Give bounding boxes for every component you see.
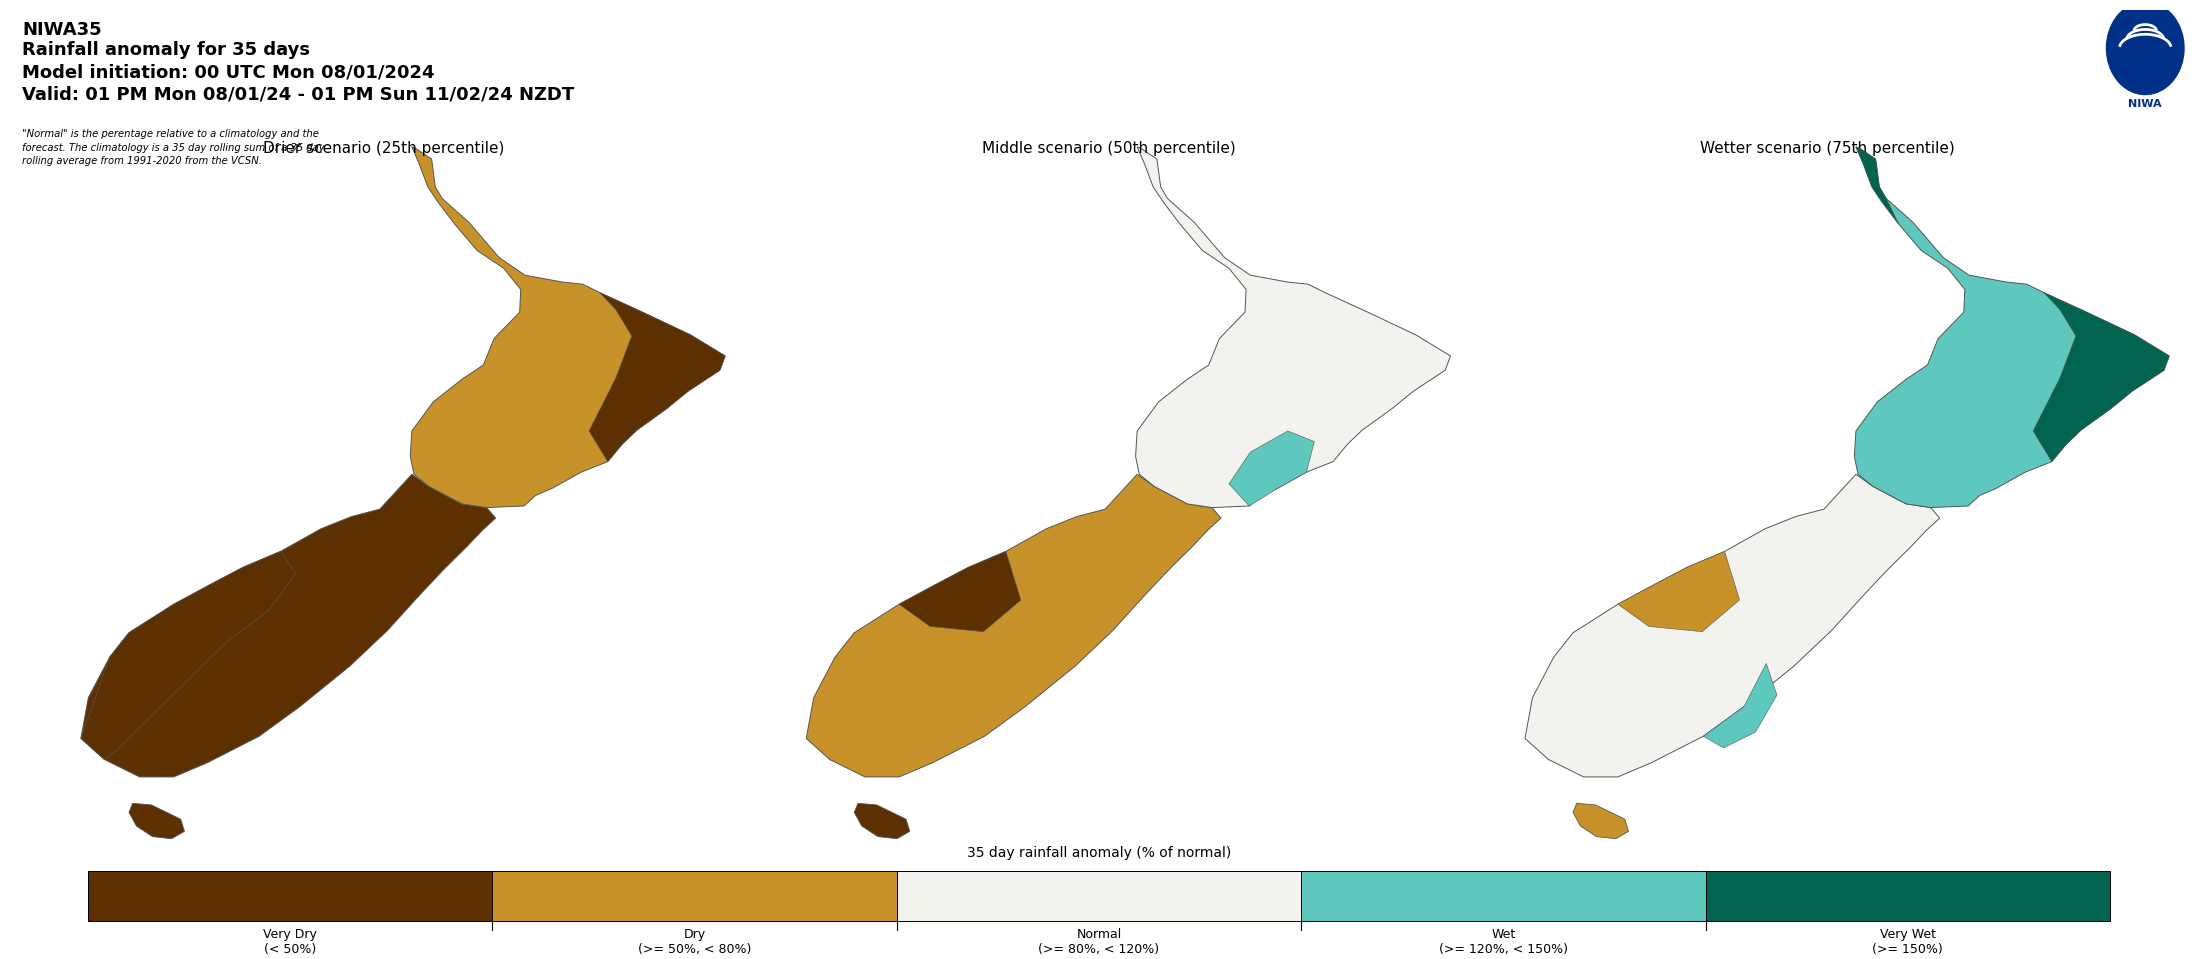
Polygon shape <box>411 147 725 507</box>
Polygon shape <box>807 475 1220 777</box>
Polygon shape <box>1703 664 1776 748</box>
Polygon shape <box>899 551 1020 632</box>
Text: Wet
(>= 120%, < 150%): Wet (>= 120%, < 150%) <box>1440 928 1567 956</box>
Polygon shape <box>81 551 295 760</box>
Text: Rainfall anomaly for 35 days: Rainfall anomaly for 35 days <box>22 41 310 59</box>
Text: Very Wet
(>= 150%): Very Wet (>= 150%) <box>1873 928 1943 956</box>
Text: NIWA35: NIWA35 <box>22 21 101 39</box>
Text: Very Dry
(< 50%): Very Dry (< 50%) <box>264 928 317 956</box>
Text: Dry
(>= 50%, < 80%): Dry (>= 50%, < 80%) <box>637 928 752 956</box>
Text: Model initiation: 00 UTC Mon 08/01/2024: Model initiation: 00 UTC Mon 08/01/2024 <box>22 63 435 82</box>
Polygon shape <box>589 292 725 461</box>
Text: 35 day rainfall anomaly (% of normal): 35 day rainfall anomaly (% of normal) <box>967 846 1231 860</box>
Polygon shape <box>1525 475 1939 777</box>
Polygon shape <box>81 475 495 777</box>
Polygon shape <box>130 804 185 839</box>
Polygon shape <box>2033 292 2169 461</box>
Text: Normal
(>= 80%, < 120%): Normal (>= 80%, < 120%) <box>1037 928 1161 956</box>
Polygon shape <box>1136 147 1451 507</box>
Polygon shape <box>855 804 910 839</box>
Polygon shape <box>1618 551 1739 632</box>
Polygon shape <box>1229 431 1314 506</box>
Polygon shape <box>1574 804 1629 839</box>
Text: Valid: 01 PM Mon 08/01/24 - 01 PM Sun 11/02/24 NZDT: Valid: 01 PM Mon 08/01/24 - 01 PM Sun 11… <box>22 85 574 104</box>
Text: "Normal" is the perentage relative to a climatology and the
forecast. The climat: "Normal" is the perentage relative to a … <box>22 129 325 166</box>
Circle shape <box>2106 2 2185 95</box>
Text: Drier scenario (25th percentile): Drier scenario (25th percentile) <box>264 141 503 155</box>
Text: NIWA: NIWA <box>2128 100 2163 109</box>
Text: Wetter scenario (75th percentile): Wetter scenario (75th percentile) <box>1701 141 1954 155</box>
Polygon shape <box>1855 147 2169 507</box>
Text: Middle scenario (50th percentile): Middle scenario (50th percentile) <box>983 141 1235 155</box>
Polygon shape <box>1855 147 1899 224</box>
